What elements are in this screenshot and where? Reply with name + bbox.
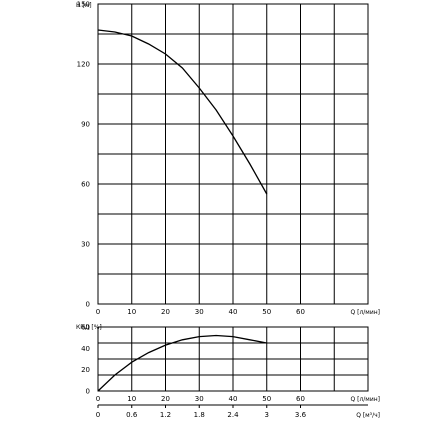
panel1-x-tick-label: 0 (96, 308, 100, 316)
panel1-x-tick-label: 10 (127, 308, 136, 316)
panel2-x-tick-label: 20 (161, 395, 170, 403)
panel2-x-tick-label: 0 (96, 395, 100, 403)
panel2-y-tick-label: 40 (81, 345, 90, 353)
panel2-y-tick-label: 0 (86, 388, 90, 396)
panel1-y-tick-label: 150 (77, 1, 90, 9)
panel2-x-tick-label: 10 (127, 395, 136, 403)
panel2-y-axis-label: КПД [%] (76, 324, 102, 331)
panel1-y-tick-label: 60 (81, 181, 90, 189)
panel2-x-tick-label: 60 (296, 395, 305, 403)
panel2-frame (97, 326, 369, 392)
panel2-x-tick-label: 50 (262, 395, 271, 403)
panel1-y-tick-label: 30 (81, 241, 90, 249)
panel1-frame (97, 3, 369, 305)
panel2-secondary-x-tick-label: 3.6 (295, 411, 307, 419)
panel1-y-tick-label: 0 (86, 301, 90, 309)
panel2-y-tick-label: 60 (81, 324, 90, 332)
panel2-secondary-x-tick-label: 0.6 (126, 411, 138, 419)
panel1-series-line (97, 29, 268, 195)
panel2-secondary-x-tick-label: 1.2 (160, 411, 171, 419)
panel2-x-tick-label: 30 (195, 395, 204, 403)
panel2-secondary-x-tick-label: 3 (265, 411, 269, 419)
panel2-secondary-x-tick-label: 2.4 (227, 411, 239, 419)
panel1-y-tick-label: 120 (77, 61, 90, 69)
panel2-x-axis-label: Q [л/мин] (350, 396, 380, 403)
panel1-x-tick-label: 20 (161, 308, 170, 316)
panel2-y-tick-label: 20 (81, 366, 90, 374)
panel1-y-tick-label: 90 (81, 121, 90, 129)
panel2-secondary-x-tick-label: 0 (96, 411, 100, 419)
panel2-secondary-x-tick-label: 1.8 (194, 411, 205, 419)
panel2-secondary-x-axis-label: Q [м³/ч] (356, 412, 380, 419)
panel1-x-axis-label: Q [л/мин] (350, 309, 380, 316)
panel1-x-tick-label: 30 (195, 308, 204, 316)
panel1-x-tick-label: 60 (296, 308, 305, 316)
panel2-series-line (97, 334, 267, 392)
panel1-x-tick-label: 50 (262, 308, 271, 316)
panel1-x-tick-label: 40 (229, 308, 238, 316)
panel2-x-tick-label: 40 (229, 395, 238, 403)
panel1-y-axis-label: H [м] (76, 2, 92, 9)
